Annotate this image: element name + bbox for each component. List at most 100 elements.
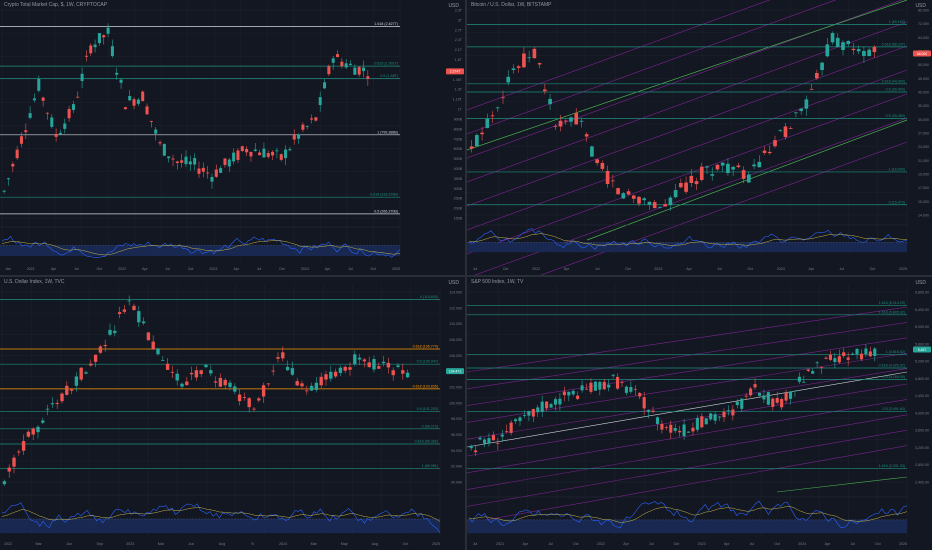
candle-body (527, 411, 531, 416)
trend-line (776, 476, 908, 493)
candle-body (184, 156, 188, 165)
candle-body (162, 143, 166, 156)
candle-body (616, 188, 620, 195)
candle-body (511, 68, 516, 71)
y-tick-label: 90.000 (451, 481, 462, 485)
channel-line (467, 429, 908, 507)
x-tick-label: Apr (523, 542, 529, 546)
candle-body (141, 321, 146, 324)
candle-body (867, 49, 871, 57)
candle-body (189, 372, 194, 375)
candle-body (709, 413, 713, 420)
chart-panel-crypto-total[interactable]: 3.3T3T2.7T2.4T2.1T1.8T1.6T1.45T1.3T1.15T… (0, 0, 465, 275)
spx-chart: 6,800.00 6,400.00 6,000.00 5,600.00 5,200.00… (467, 284, 931, 546)
candle-body (704, 418, 708, 425)
rsi-line (468, 500, 908, 529)
candle-body (262, 148, 266, 158)
candle-body (784, 392, 788, 401)
candle-body (469, 146, 474, 149)
panel-divider-horizontal[interactable] (0, 275, 932, 277)
level-label: 1 (89.961) (422, 464, 438, 468)
y-tick-label: 150B (454, 217, 463, 221)
candle-body (249, 151, 253, 157)
candle-body (236, 150, 240, 160)
rsi-ma-line (468, 506, 908, 523)
candle-body (41, 420, 45, 423)
candle-body (607, 384, 611, 388)
candle-body (26, 431, 31, 437)
y-tick-label: 400B (454, 167, 463, 171)
x-tick-label: Jun (189, 542, 195, 546)
level-label: 0.5 (3,491.60) (883, 407, 905, 411)
level-label: 0.618 (44,400) (882, 79, 905, 83)
trend-line (467, 371, 908, 448)
y-tick-label: 100.000 (449, 401, 462, 405)
candle-body (201, 167, 205, 172)
y-tick-label: 250B (454, 197, 463, 201)
channel-line (467, 445, 908, 524)
trend-line (586, 119, 908, 241)
y-tick-label: 64,000 (918, 36, 929, 40)
candle-body (744, 395, 748, 397)
y-tick-label: 102.000 (449, 386, 462, 390)
chart-panel-spx[interactable]: 6,800.00 6,400.00 6,000.00 5,600.00 5,200.00… (467, 277, 932, 550)
x-tick-label: Oct (674, 542, 680, 546)
candle-body (292, 135, 296, 140)
candle-body (558, 398, 562, 405)
candle-body (60, 393, 64, 402)
candle-body (391, 370, 395, 376)
candle-body (71, 104, 75, 110)
candle-body (333, 371, 338, 377)
candle-body (284, 149, 288, 159)
candle-body (673, 428, 677, 431)
candle-body (495, 107, 500, 109)
candle-body (868, 351, 872, 357)
channel-line (467, 306, 908, 373)
level-label: 0.5 (101.253) (417, 407, 438, 411)
channel-line (467, 368, 908, 440)
level-label: 1.618 (2.827T) (374, 22, 398, 26)
candle-body (93, 354, 98, 362)
candle-body (595, 159, 599, 164)
level-label: 1 (18,200) (889, 167, 905, 171)
candle-body (579, 120, 584, 122)
x-tick-label: Aug (219, 542, 225, 546)
chart-panel-dxy[interactable]: 114.000112.000110.000108.000106.000104.0… (0, 277, 465, 550)
candle-body (219, 168, 223, 173)
crypto-total-chart: 3.3T3T2.7T2.4T2.1T1.8T1.6T1.45T1.3T1.15T… (0, 2, 464, 271)
y-tick-label: 2.1T (455, 48, 463, 52)
x-tick-label: Mar (311, 542, 318, 546)
x-tick-label: May (341, 542, 348, 546)
candle-body (780, 399, 784, 408)
candle-body (825, 44, 830, 57)
candle-body (563, 120, 568, 122)
candle-body (45, 112, 49, 114)
y-tick-label: 5,200.00 (915, 360, 929, 364)
y-tick-label: 98.000 (451, 417, 462, 421)
candle-body (514, 419, 518, 422)
x-tick-label: 2024 (777, 267, 785, 271)
candle-body (620, 382, 624, 384)
x-tick-label: 2022 (118, 267, 126, 271)
candle-body (329, 371, 333, 379)
price-box (913, 50, 931, 57)
x-tick-label: 2025 (899, 267, 907, 271)
x-tick-label: Jul (840, 267, 845, 271)
candle-body (285, 366, 290, 371)
y-tick-label: 72,000 (918, 22, 929, 26)
candle-body (240, 146, 244, 151)
candle-body (638, 392, 642, 397)
candle-body (567, 391, 571, 396)
candle-body (348, 367, 352, 370)
channel-line (467, 352, 908, 423)
y-tick-label: 50,000 (918, 63, 929, 67)
candle-body (276, 357, 280, 359)
candle-body (720, 162, 725, 166)
chart-panel-btc-usd[interactable]: 80,00072,00064,00057,00050,00045,00040,0… (467, 0, 932, 275)
candle-body (478, 437, 482, 440)
x-tick-label: 2021 (27, 267, 35, 271)
candle-body (65, 385, 69, 395)
candle-body (336, 54, 340, 58)
candle-body (17, 451, 21, 453)
candle-body (783, 126, 788, 137)
